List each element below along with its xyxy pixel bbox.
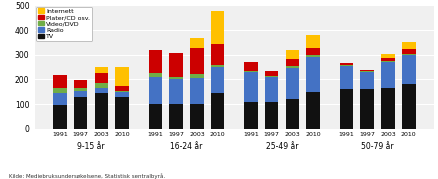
Bar (381, 62, 395, 88)
Bar (116, 97, 129, 129)
Bar (190, 74, 204, 78)
Bar (211, 11, 224, 44)
Bar (211, 65, 224, 67)
Text: 50-79 år: 50-79 år (361, 142, 394, 151)
Text: Kilde: Mediebruksundersøkelsene, Statistisk sentralbyrå.: Kilde: Mediebruksundersøkelsene, Statist… (9, 173, 165, 179)
Bar (95, 67, 108, 73)
Bar (286, 99, 299, 129)
Bar (211, 44, 224, 65)
Bar (340, 65, 353, 66)
Bar (244, 62, 258, 71)
Bar (265, 102, 279, 129)
Bar (402, 84, 416, 129)
Bar (116, 86, 129, 91)
Bar (116, 92, 129, 97)
Bar (286, 66, 299, 68)
Bar (170, 104, 183, 129)
Bar (360, 89, 374, 129)
Bar (148, 72, 162, 77)
Text: 9-15 år: 9-15 år (77, 142, 105, 151)
Bar (360, 72, 374, 89)
Bar (170, 79, 183, 104)
Bar (244, 102, 258, 129)
Bar (53, 75, 67, 88)
Bar (95, 88, 108, 93)
Bar (307, 55, 320, 57)
Text: 25-49 år: 25-49 år (266, 142, 298, 151)
Bar (148, 50, 162, 72)
Bar (402, 42, 416, 49)
Bar (170, 53, 183, 76)
Bar (53, 105, 67, 129)
Bar (402, 54, 416, 55)
Bar (95, 93, 108, 129)
Bar (340, 63, 353, 65)
Bar (74, 97, 88, 129)
Bar (381, 61, 395, 62)
Bar (402, 55, 416, 84)
Bar (190, 48, 204, 74)
Bar (190, 38, 204, 48)
Bar (381, 58, 395, 61)
Bar (286, 59, 299, 66)
Bar (190, 78, 204, 104)
Bar (402, 49, 416, 54)
Bar (74, 80, 88, 88)
Bar (381, 88, 395, 129)
Text: 16-24 år: 16-24 år (170, 142, 203, 151)
Bar (286, 68, 299, 99)
Bar (53, 93, 67, 105)
Bar (307, 57, 320, 92)
Bar (148, 104, 162, 129)
Bar (307, 48, 320, 55)
Bar (116, 91, 129, 92)
Bar (53, 88, 67, 93)
Bar (381, 54, 395, 58)
Bar (307, 35, 320, 48)
Bar (307, 92, 320, 129)
Bar (170, 76, 183, 79)
Bar (211, 67, 224, 93)
Bar (360, 70, 374, 71)
Bar (211, 93, 224, 129)
Bar (74, 91, 88, 97)
Bar (74, 88, 88, 91)
Bar (148, 77, 162, 104)
Legend: Internett, Plater/CD osv., Video/DVD, Radio, TV: Internett, Plater/CD osv., Video/DVD, Ra… (36, 7, 92, 41)
Bar (116, 67, 129, 86)
Bar (265, 71, 279, 76)
Bar (244, 71, 258, 72)
Bar (190, 104, 204, 129)
Bar (265, 76, 279, 77)
Bar (286, 50, 299, 59)
Bar (340, 89, 353, 129)
Bar (265, 77, 279, 102)
Bar (244, 72, 258, 102)
Bar (95, 83, 108, 88)
Bar (340, 66, 353, 89)
Bar (360, 71, 374, 72)
Bar (95, 73, 108, 83)
